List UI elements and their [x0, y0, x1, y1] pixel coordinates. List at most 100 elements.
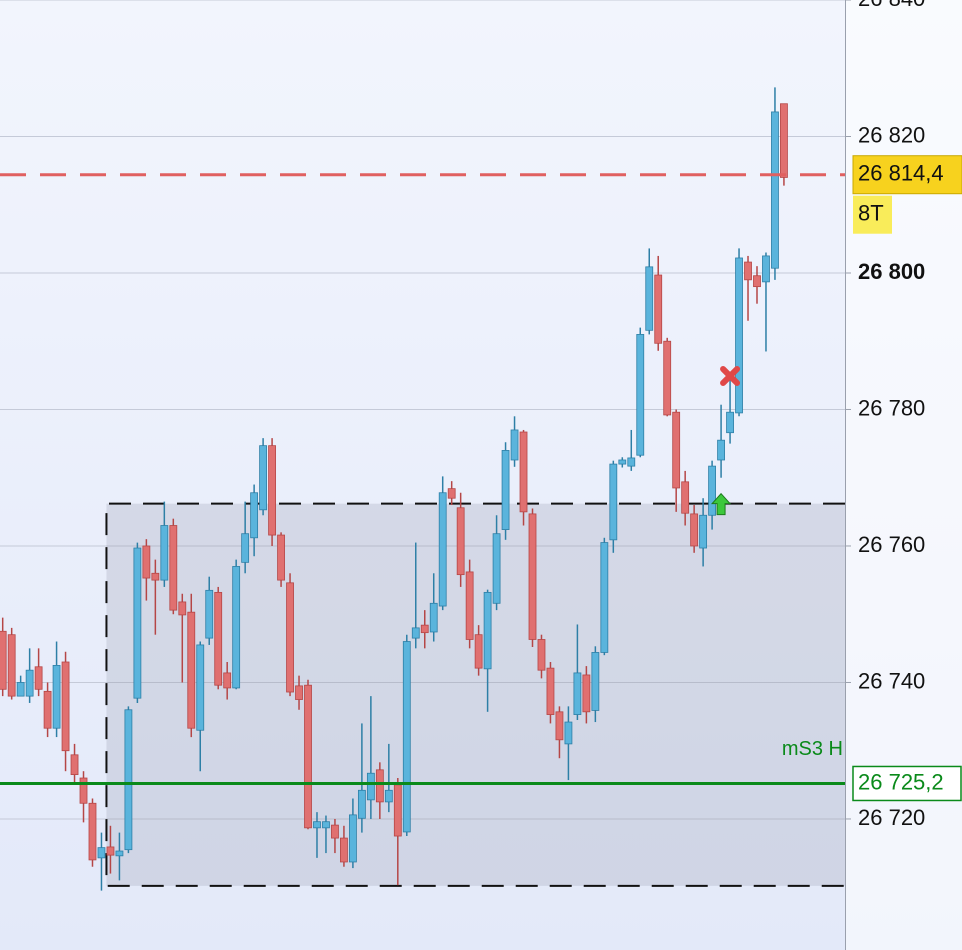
candle-body	[618, 459, 627, 465]
candle-body	[34, 666, 43, 690]
last-price-label: 26 814,4	[858, 161, 944, 186]
y-tick-label: 26 840	[858, 0, 925, 11]
candle-body	[690, 513, 699, 547]
candle-body	[340, 837, 348, 863]
candle-body	[600, 542, 609, 653]
candle-body	[169, 525, 178, 611]
candle-body	[663, 340, 672, 416]
candle-body	[699, 514, 708, 549]
candle-body	[277, 534, 285, 581]
candle-body	[474, 634, 483, 669]
candle-body	[483, 591, 492, 670]
candle-body	[717, 439, 725, 461]
candle-body	[501, 450, 510, 530]
candle-body	[250, 492, 259, 539]
y-tick-label: 26 720	[858, 805, 925, 830]
candle-body	[564, 721, 573, 745]
candle-body	[402, 641, 411, 833]
buy-arrow	[710, 492, 732, 516]
y-tick-label: 26 780	[858, 395, 925, 420]
candle-body	[546, 667, 555, 715]
timer-tag	[853, 195, 892, 234]
candle-body	[0, 630, 7, 690]
candle-body	[528, 513, 537, 640]
candle-body	[537, 639, 546, 671]
last-price-tag	[852, 155, 962, 195]
candle-body	[645, 266, 654, 331]
candle-body	[241, 533, 250, 563]
price-axis: 26 720 26 740 26 760 26 780 26 800 26 820 26 8…	[845, 0, 962, 830]
candle-body	[205, 589, 214, 639]
candle-body	[151, 572, 160, 581]
candle-body	[555, 711, 564, 741]
candle-body	[744, 261, 752, 281]
candle-body	[726, 411, 734, 434]
candle-body	[519, 431, 528, 513]
y-tick-label: 26 800	[858, 259, 925, 284]
candle-body	[223, 672, 232, 689]
candle-body	[304, 684, 312, 829]
candles	[0, 87, 788, 891]
candle-body	[447, 488, 456, 499]
candle-body	[573, 672, 582, 715]
zone-border	[105, 502, 845, 887]
candle-body	[124, 709, 133, 851]
candle-body	[313, 821, 321, 829]
candle-body	[232, 566, 241, 689]
candle-body	[411, 627, 420, 639]
candle-body	[357, 789, 366, 819]
candle-body	[178, 601, 187, 616]
candle-body	[295, 685, 303, 700]
candle-body	[25, 669, 34, 697]
candle-body	[762, 255, 770, 283]
candle-body	[61, 661, 70, 752]
candle-body	[708, 465, 716, 516]
y-tick-label: 26 820	[858, 122, 925, 147]
candle-body	[465, 571, 474, 640]
overlays: mS3 H	[0, 173, 845, 785]
candle-body	[106, 846, 115, 856]
candle-body	[331, 824, 339, 839]
candle-body	[52, 665, 61, 729]
y-tick-label: 26 740	[858, 668, 925, 693]
candle-body	[268, 445, 276, 536]
candle-body	[384, 789, 393, 803]
candle-body	[510, 429, 519, 461]
candle-body	[43, 690, 52, 729]
candle-body	[97, 847, 106, 859]
candle-body	[214, 591, 223, 686]
candle-body	[753, 275, 761, 288]
candle-body	[349, 814, 357, 863]
candle-body	[456, 507, 465, 576]
candle-body	[16, 682, 25, 697]
candle-body	[609, 463, 618, 541]
candle-body	[322, 821, 330, 829]
candle-body	[88, 802, 97, 861]
candle-body	[393, 784, 402, 837]
candle-body	[7, 634, 16, 697]
candle-body	[735, 257, 743, 414]
candle-body	[420, 624, 429, 634]
candle-body	[591, 652, 600, 711]
candle-body	[636, 334, 645, 456]
candle-body	[79, 777, 88, 804]
candle-body	[771, 111, 779, 269]
candle-body	[259, 445, 268, 511]
candle-body	[492, 533, 501, 604]
candle-body	[187, 611, 196, 729]
candle-body	[115, 850, 124, 857]
candle-body	[160, 525, 169, 581]
y-tick-label: 26 760	[858, 532, 925, 557]
zone-fill	[106, 503, 845, 886]
level-tag-label: 26 725,2	[858, 769, 944, 794]
candle-body	[142, 545, 151, 579]
candle-body	[133, 547, 142, 699]
level-tag	[852, 765, 962, 802]
zone	[105, 502, 845, 887]
exit-x	[720, 366, 741, 387]
candle-body	[780, 103, 788, 178]
level-name: mS3 H	[782, 738, 843, 760]
